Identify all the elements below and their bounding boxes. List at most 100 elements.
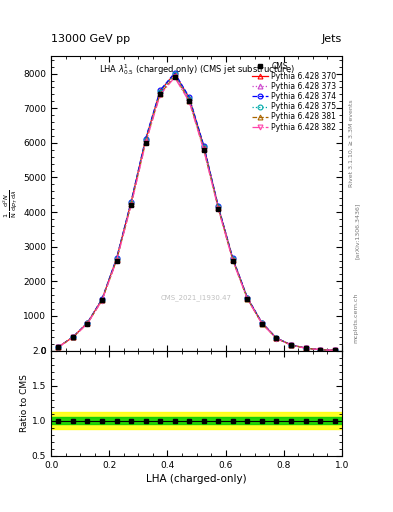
Pythia 6.428 373 — [202, 145, 206, 151]
Pythia 6.428 374 — [274, 335, 279, 341]
Pythia 6.428 382 — [100, 297, 105, 304]
Pythia 6.428 382 — [85, 321, 90, 327]
Pythia 6.428 373 — [114, 257, 119, 263]
Pythia 6.428 382 — [274, 335, 279, 342]
Pythia 6.428 370 — [100, 296, 105, 303]
Pythia 6.428 374 — [245, 294, 250, 301]
Pythia 6.428 382 — [216, 206, 221, 212]
Pythia 6.428 374 — [114, 255, 119, 262]
Pythia 6.428 370 — [85, 320, 90, 326]
Pythia 6.428 381 — [114, 257, 119, 263]
Pythia 6.428 373 — [332, 347, 337, 353]
Pythia 6.428 374 — [289, 342, 294, 348]
Pythia 6.428 373 — [231, 257, 235, 263]
Pythia 6.428 375 — [274, 335, 279, 342]
Pythia 6.428 382 — [231, 258, 235, 264]
Text: 13000 GeV pp: 13000 GeV pp — [51, 33, 130, 44]
Pythia 6.428 382 — [303, 345, 308, 351]
Pythia 6.428 370 — [318, 347, 323, 353]
Pythia 6.428 370 — [260, 320, 264, 326]
Pythia 6.428 373 — [303, 345, 308, 351]
Pythia 6.428 381 — [158, 91, 163, 97]
Pythia 6.428 374 — [231, 255, 235, 262]
Pythia 6.428 382 — [71, 334, 75, 340]
Pythia 6.428 370 — [274, 335, 279, 341]
Pythia 6.428 382 — [289, 342, 294, 348]
Pythia 6.428 375 — [187, 95, 192, 101]
Pythia 6.428 374 — [332, 347, 337, 353]
Y-axis label: $\frac{1}{\mathrm{N}}\,\frac{\mathrm{d}^2N}{\mathrm{d}p_T\,\mathrm{d}\lambda}$: $\frac{1}{\mathrm{N}}\,\frac{\mathrm{d}^… — [2, 189, 20, 218]
Pythia 6.428 374 — [318, 347, 323, 353]
Pythia 6.428 374 — [100, 296, 105, 302]
Legend: CMS, Pythia 6.428 370, Pythia 6.428 373, Pythia 6.428 374, Pythia 6.428 375, Pyt: CMS, Pythia 6.428 370, Pythia 6.428 373,… — [250, 60, 338, 133]
Pythia 6.428 373 — [318, 347, 323, 353]
CMS — [71, 334, 75, 340]
Pythia 6.428 374 — [216, 203, 221, 209]
Pythia 6.428 375 — [71, 334, 75, 340]
Pythia 6.428 382 — [129, 202, 134, 208]
Pythia 6.428 374 — [187, 94, 192, 100]
CMS — [187, 98, 192, 104]
Pythia 6.428 370 — [143, 136, 148, 142]
Pythia 6.428 373 — [143, 138, 148, 144]
Pythia 6.428 375 — [100, 296, 105, 303]
Pythia 6.428 374 — [158, 87, 163, 93]
Pythia 6.428 381 — [56, 344, 61, 350]
Pythia 6.428 375 — [143, 137, 148, 143]
Pythia 6.428 381 — [71, 334, 75, 340]
Pythia 6.428 370 — [173, 71, 177, 77]
CMS — [114, 258, 119, 264]
CMS — [318, 347, 323, 353]
Line: Pythia 6.428 382: Pythia 6.428 382 — [56, 75, 337, 353]
Pythia 6.428 370 — [71, 334, 75, 340]
Pythia 6.428 373 — [173, 72, 177, 78]
Pythia 6.428 373 — [71, 334, 75, 340]
Pythia 6.428 375 — [216, 204, 221, 210]
Pythia 6.428 375 — [56, 344, 61, 350]
Pythia 6.428 375 — [202, 144, 206, 150]
CMS — [260, 321, 264, 327]
Pythia 6.428 375 — [245, 295, 250, 301]
CMS — [85, 321, 90, 327]
Pythia 6.428 381 — [216, 205, 221, 211]
Pythia 6.428 374 — [173, 70, 177, 76]
Pythia 6.428 382 — [332, 347, 337, 353]
CMS — [202, 147, 206, 153]
Pythia 6.428 373 — [289, 342, 294, 348]
Pythia 6.428 375 — [85, 320, 90, 326]
Pythia 6.428 375 — [303, 345, 308, 351]
CMS — [56, 344, 61, 350]
Pythia 6.428 382 — [173, 74, 177, 80]
Bar — [51, 417, 342, 424]
Bar — [51, 412, 342, 429]
Pythia 6.428 370 — [202, 143, 206, 150]
CMS — [289, 342, 294, 348]
Pythia 6.428 374 — [129, 199, 134, 205]
Pythia 6.428 370 — [129, 199, 134, 205]
Pythia 6.428 381 — [85, 321, 90, 327]
Pythia 6.428 370 — [56, 344, 61, 350]
Pythia 6.428 370 — [158, 88, 163, 94]
Pythia 6.428 373 — [100, 297, 105, 303]
Pythia 6.428 373 — [216, 205, 221, 211]
Line: Pythia 6.428 370: Pythia 6.428 370 — [56, 71, 337, 353]
Pythia 6.428 373 — [85, 320, 90, 326]
Pythia 6.428 381 — [173, 73, 177, 79]
Pythia 6.428 370 — [332, 347, 337, 353]
Pythia 6.428 381 — [202, 146, 206, 152]
Line: Pythia 6.428 373: Pythia 6.428 373 — [56, 73, 337, 353]
Pythia 6.428 381 — [100, 297, 105, 303]
Pythia 6.428 374 — [143, 136, 148, 142]
Text: mcplots.cern.ch: mcplots.cern.ch — [353, 292, 358, 343]
CMS — [129, 202, 134, 208]
Pythia 6.428 382 — [318, 347, 323, 353]
Pythia 6.428 381 — [318, 347, 323, 353]
CMS — [216, 206, 221, 212]
Pythia 6.428 375 — [114, 256, 119, 262]
Text: Rivet 3.1.10, ≥ 3.3M events: Rivet 3.1.10, ≥ 3.3M events — [349, 99, 354, 187]
Line: Pythia 6.428 375: Pythia 6.428 375 — [56, 72, 337, 353]
Line: CMS: CMS — [56, 75, 337, 353]
Line: Pythia 6.428 374: Pythia 6.428 374 — [56, 71, 337, 353]
Pythia 6.428 375 — [231, 256, 235, 262]
Pythia 6.428 374 — [85, 319, 90, 326]
